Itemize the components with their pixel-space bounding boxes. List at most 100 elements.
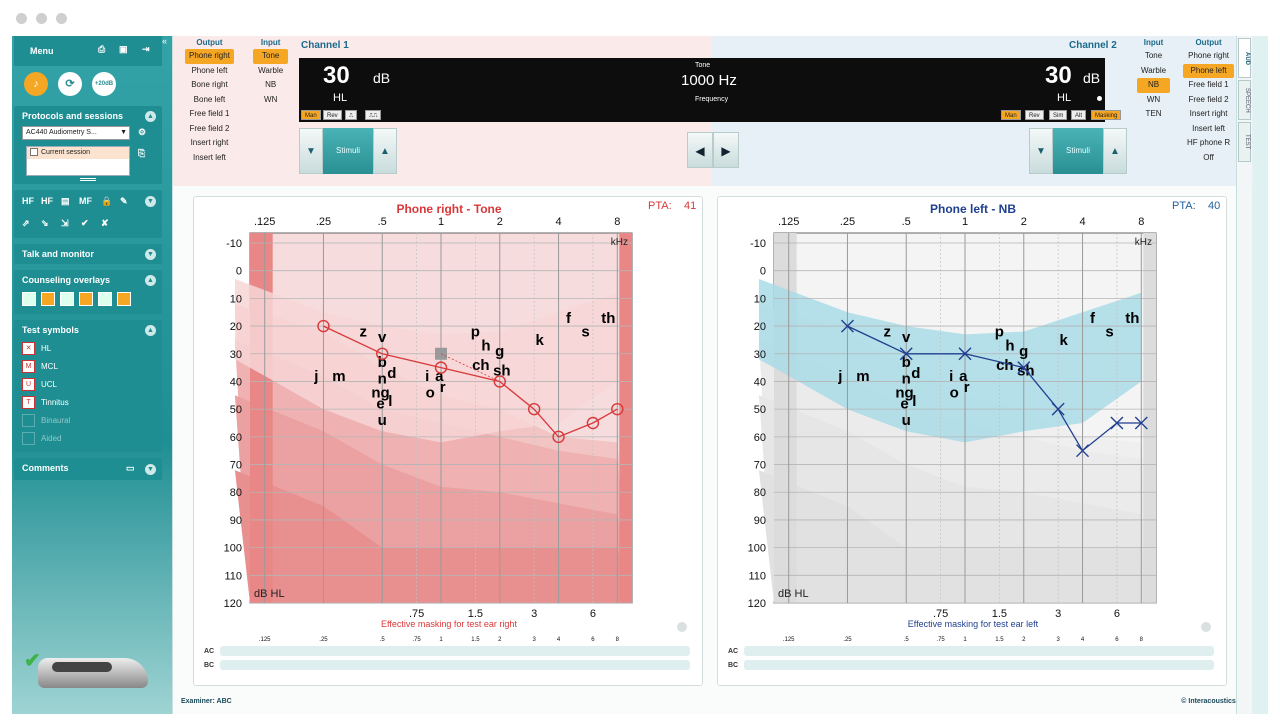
exit-icon[interactable]: ⇥ [142, 44, 150, 54]
ch1-input-nb[interactable]: NB [265, 80, 277, 89]
session-checkbox[interactable] [30, 148, 38, 157]
overlay-icon-6[interactable] [117, 292, 131, 306]
ch1-level-up-button[interactable]: ▲ [373, 128, 397, 174]
ch2-alt-button[interactable]: Alt [1071, 110, 1087, 120]
ch2-output-free-field-1[interactable]: Free field 1 [1188, 80, 1229, 89]
overlay-icon-3[interactable] [60, 292, 74, 306]
ch2-input-wn[interactable]: WN [1146, 94, 1161, 104]
hf-button[interactable]: HF [22, 196, 34, 206]
overlay-icon-2[interactable] [41, 292, 55, 306]
maximize-window-icon[interactable] [56, 13, 67, 24]
ch2-input-ten[interactable]: TEN [1145, 109, 1162, 118]
speech-test-button[interactable]: ⟳ [58, 72, 82, 96]
symbol-mcl[interactable]: M MCL [22, 360, 58, 374]
chevron-down-icon[interactable]: ▼ [145, 249, 156, 260]
save-icon[interactable]: ▣ [119, 44, 128, 54]
symbol-tinnitus[interactable]: T Tinnitus [22, 396, 69, 410]
ch1-man-button[interactable]: Man [301, 110, 321, 120]
ch1-level-down-button[interactable]: ▼ [299, 128, 323, 174]
ch1-output-bone-left[interactable]: Bone left [193, 94, 226, 104]
tab-test[interactable]: TEST [1238, 122, 1251, 162]
resize-handle[interactable] [80, 178, 96, 181]
current-session-item[interactable]: Current session [27, 147, 129, 159]
ch2-level-up-button[interactable]: ▲ [1103, 128, 1127, 174]
ch2-output-insert-right[interactable]: Insert right [1189, 109, 1228, 118]
ch1-rev-button[interactable]: Rev [323, 110, 342, 120]
ch2-output-phone-right[interactable]: Phone right [1188, 51, 1230, 60]
ch2-input-tone[interactable]: Tone [1144, 51, 1163, 60]
ch2-output-insert-left[interactable]: Insert left [1192, 123, 1226, 133]
list-icon[interactable]: ▤ [61, 196, 70, 206]
ch2-input-nb[interactable]: NB [1137, 78, 1171, 93]
hf-ext-button[interactable]: HF [41, 196, 53, 206]
ch2-output-free-field-2[interactable]: Free field 2 [1188, 94, 1229, 104]
print-icon[interactable]: ⎙ [98, 44, 106, 54]
freq-tick-label: 8 [1138, 216, 1144, 228]
ch1-input-warble[interactable]: Warble [258, 65, 284, 75]
ch1-output-free-field-1[interactable]: Free field 1 [189, 109, 230, 118]
freq-up-button[interactable]: ▶ [713, 132, 739, 168]
ch2-sim-button[interactable]: Sim [1049, 110, 1068, 120]
audiogram-left[interactable]: Phone left - NB PTA: 40 -10 0 10 20 30 40 50 60 70 8… [718, 197, 1228, 687]
overlay-icon-4[interactable] [79, 292, 93, 306]
overlay-icon-1[interactable] [22, 292, 36, 306]
ch2-stimuli-button[interactable]: Stimuli [1053, 128, 1103, 174]
ch1-input-wn[interactable]: WN [264, 94, 278, 104]
tool-icon-3[interactable]: ⇲ [61, 218, 69, 228]
chevron-down-icon[interactable]: ▼ [145, 196, 156, 207]
tone-test-button[interactable]: ♪ [24, 72, 48, 96]
minimize-window-icon[interactable] [36, 13, 47, 24]
ch2-output-hf-phone-r[interactable]: HF phone R [1187, 138, 1231, 147]
ch1-output-phone-right[interactable]: Phone right [185, 49, 234, 64]
ch1-output-insert-left[interactable]: Insert left [193, 152, 226, 162]
application-window: Menu ⎙ ▣ ⇥ « ♪ ⟳ +20dB Protocols and ses… [12, 36, 1268, 714]
lock-icon[interactable]: 🔒 [101, 196, 113, 206]
ch2-man-button[interactable]: Man [1001, 110, 1021, 120]
tab-speech[interactable]: SPEECH [1238, 80, 1251, 120]
chevron-up-icon[interactable]: ▲ [145, 111, 156, 122]
tool-icon-2[interactable]: ⇘ [41, 218, 49, 228]
db-tick-label: 90 [230, 515, 242, 527]
menu-label[interactable]: Menu [30, 46, 54, 56]
tool-icon-4[interactable]: ✔ [81, 218, 89, 228]
close-window-icon[interactable] [16, 13, 27, 24]
pta-label: PTA: [648, 200, 672, 212]
ch1-output-free-field-2[interactable]: Free field 2 [189, 123, 230, 133]
ch2-rev-button[interactable]: Rev [1025, 110, 1044, 120]
ch2-masking-button[interactable]: Masking [1091, 110, 1122, 120]
talk-monitor-section[interactable]: Talk and monitor ▼ [14, 244, 162, 264]
tab-aud[interactable]: AUD [1238, 38, 1251, 78]
protocol-select[interactable]: AC440 Audiometry S... ▼ [22, 126, 130, 140]
audiogram-right[interactable]: Phone right - Tone PTA: 41-100102030405060… [194, 197, 704, 687]
ch2-output-phone-left[interactable]: Phone left [1183, 63, 1235, 78]
collapse-sidebar-icon[interactable]: « [162, 36, 168, 46]
ch1-stimuli-button[interactable]: Stimuli [323, 128, 373, 174]
speech-sound-label: j [313, 368, 318, 385]
tool-icon-5[interactable]: ✘ [101, 218, 109, 228]
comment-icon[interactable]: ▭ [126, 463, 135, 473]
ch1-output-insert-right[interactable]: Insert right [190, 138, 229, 147]
ch2-input-warble[interactable]: Warble [1141, 65, 1167, 75]
ch1-single-pulse-icon[interactable]: ⎍ [345, 110, 358, 120]
plus-20db-button[interactable]: +20dB [92, 72, 116, 96]
edit-icon[interactable]: ✎ [120, 196, 128, 206]
comments-section[interactable]: Comments ▭ ▼ [14, 458, 162, 480]
ch1-multi-pulse-icon[interactable]: ⎍⎍ [365, 110, 382, 120]
ch2-output-off[interactable]: Off [1203, 152, 1214, 162]
chevron-down-icon[interactable]: ▼ [145, 464, 156, 475]
mf-button[interactable]: MF [79, 196, 92, 206]
protocol-settings-icon[interactable]: ⚙ [138, 127, 147, 137]
symbol-ucl[interactable]: U UCL [22, 378, 57, 392]
chevron-up-icon[interactable]: ▲ [145, 275, 156, 286]
ch2-level-down-button[interactable]: ▼ [1029, 128, 1053, 174]
ch1-output-phone-left[interactable]: Phone left [191, 65, 228, 75]
tool-icon-1[interactable]: ⇗ [22, 218, 30, 228]
overlay-icon-5[interactable] [98, 292, 112, 306]
session-tool-icon[interactable]: ⎘ [138, 148, 146, 158]
ch1-input-tone[interactable]: Tone [253, 49, 289, 64]
chevron-up-icon[interactable]: ▲ [145, 325, 156, 336]
ch1-hl: HL [333, 92, 348, 104]
ch1-output-bone-right[interactable]: Bone right [191, 80, 228, 89]
symbol-hl[interactable]: ✕ HL [22, 342, 51, 356]
freq-down-button[interactable]: ◀ [687, 132, 713, 168]
